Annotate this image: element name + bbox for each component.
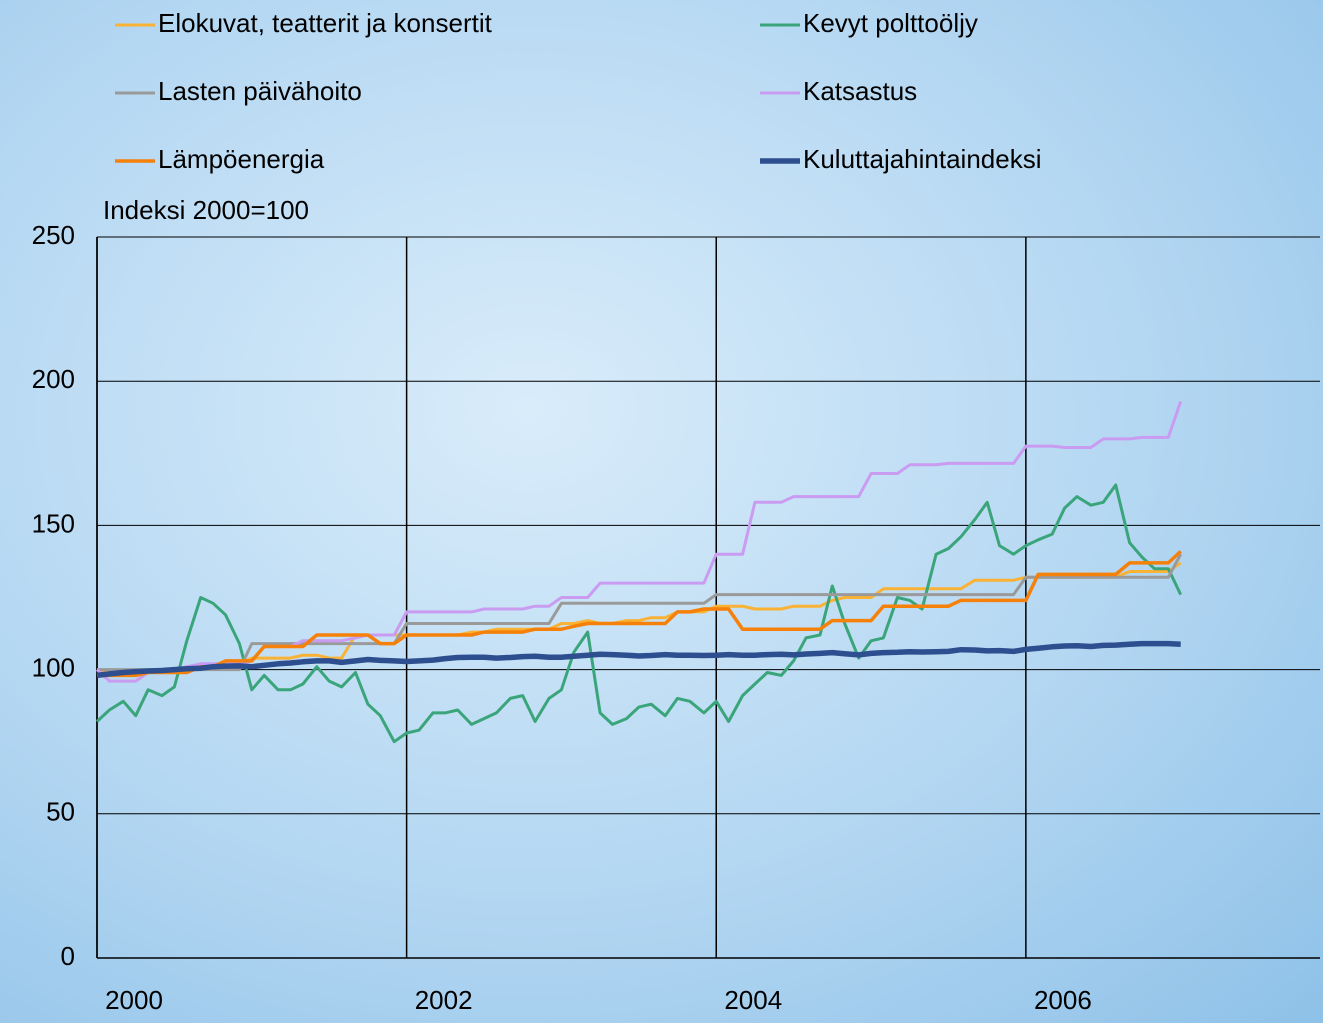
plot-area xyxy=(97,237,1320,958)
legend-label: Lasten päivähoito xyxy=(158,76,362,106)
legend-label: Elokuvat, teatterit ja konsertit xyxy=(158,8,493,38)
y-tick-label: 0 xyxy=(61,941,75,971)
chart: Indeksi 2000=100 0 50 100 150 200 250 2000 2002… xyxy=(0,0,1323,1023)
y-tick-label: 50 xyxy=(46,797,75,827)
series-line xyxy=(97,401,1181,681)
y-tick-label: 250 xyxy=(32,220,75,250)
legend-label: Kuluttajahintaindeksi xyxy=(803,144,1042,174)
series-line xyxy=(97,485,1181,742)
x-tick-label: 2000 xyxy=(105,985,163,1015)
y-axis-label: Indeksi 2000=100 xyxy=(103,195,309,225)
y-tick-label: 100 xyxy=(32,652,75,682)
x-tick-label: 2002 xyxy=(415,985,473,1015)
legend-label: Lämpöenergia xyxy=(158,144,325,174)
y-tick-label: 150 xyxy=(32,508,75,538)
x-tick-label: 2004 xyxy=(724,985,782,1015)
legend-label: Kevyt polttoöljy xyxy=(803,8,978,38)
x-tick-label: 2006 xyxy=(1034,985,1092,1015)
legend-label: Katsastus xyxy=(803,76,917,106)
page: {"chart_data": {"type": "line", "y_label… xyxy=(0,0,1323,1023)
y-tick-label: 200 xyxy=(32,364,75,394)
